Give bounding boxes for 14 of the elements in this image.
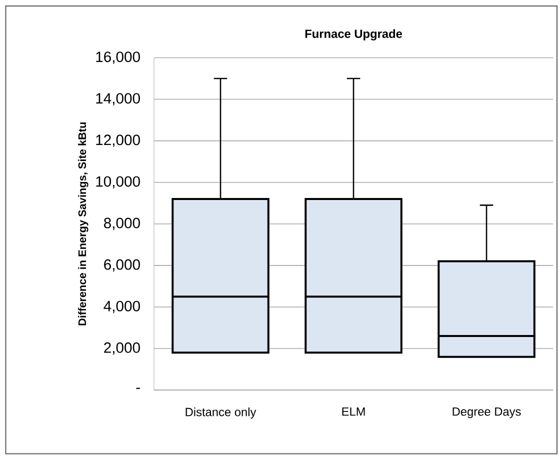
y-axis-title: Difference in Energy Savings, Site kBtu [78,122,88,326]
y-tick-label: 12,000 [96,134,140,148]
y-tick-label: 4,000 [104,300,140,314]
x-tick-label: Distance only [186,408,256,419]
y-tick-label: 8,000 [104,218,140,230]
x-tick-label: Degree Days [452,408,521,418]
y-tick-label: 6,000 [104,259,140,272]
y-tick-label: 2,000 [104,342,140,355]
y-tick-label: 16,000 [96,52,140,64]
y-tick-label: - [136,388,140,390]
chart-title: Furnace Upgrade [305,29,402,41]
y-tick-label: 14,000 [96,93,140,106]
x-tick-label: ELM [342,408,365,416]
y-tick-label: 10,000 [96,176,140,189]
